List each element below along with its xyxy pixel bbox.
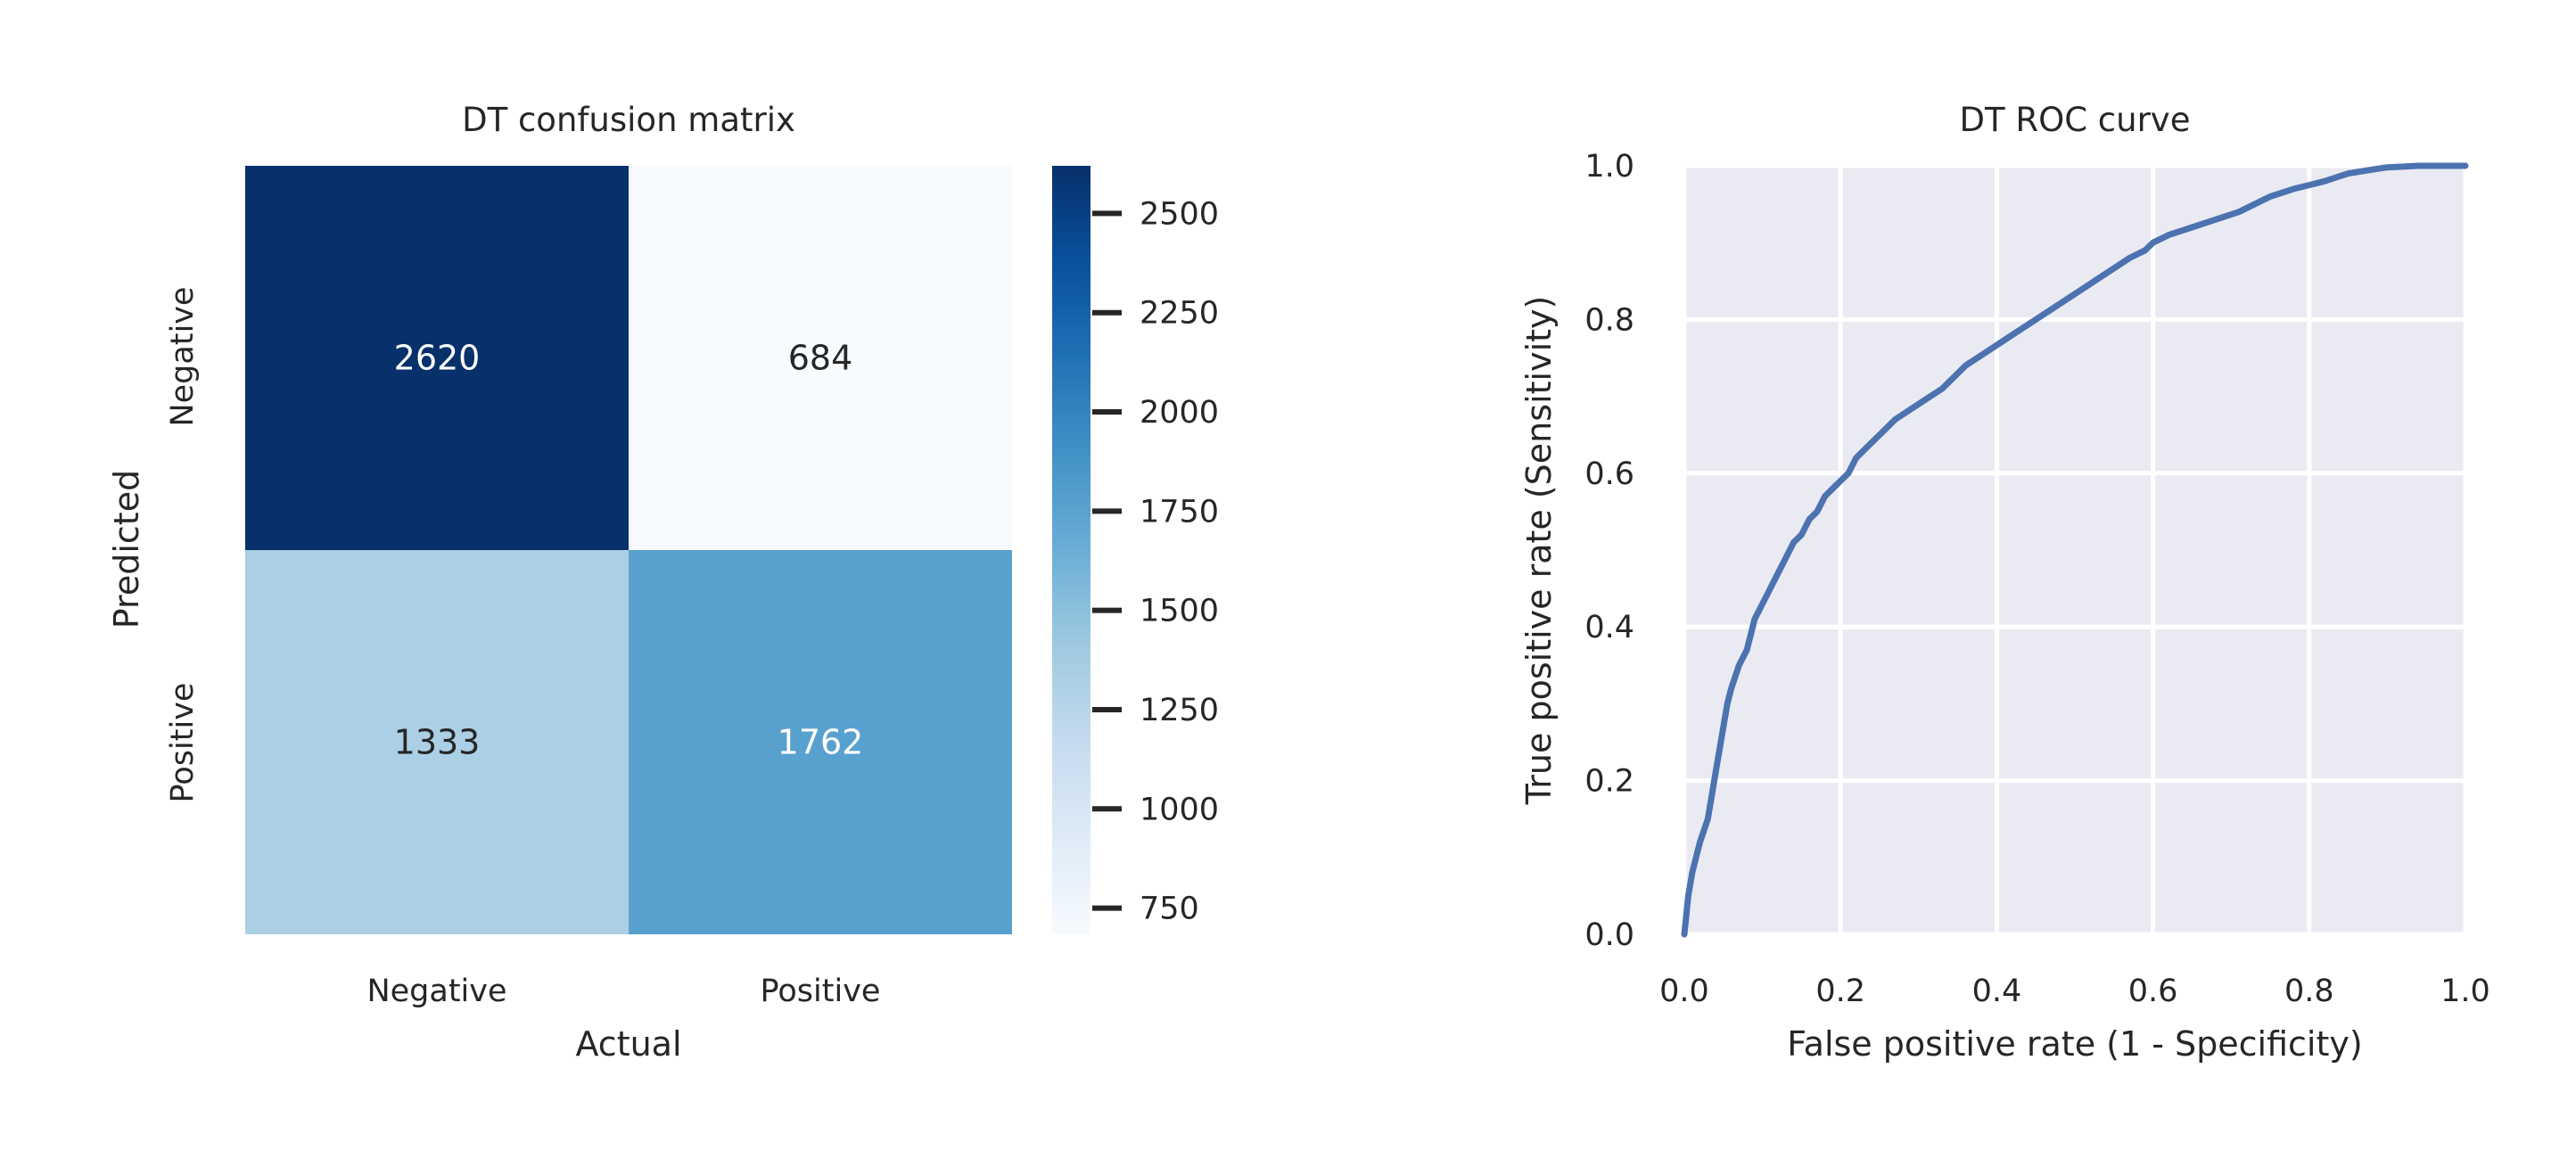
roc-xtick-label: 0.4 — [1972, 974, 2022, 1009]
cm-ytick-positive: Positive — [165, 683, 201, 803]
cm-title: DT confusion matrix — [462, 101, 795, 139]
cm-ytick-negative: Negative — [165, 286, 201, 426]
colorbar-tick-label: 2500 — [1140, 196, 1219, 232]
cm-xtick-negative: Negative — [366, 974, 506, 1009]
roc-ytick-label: 0.0 — [1584, 917, 1634, 953]
roc-ytick-label: 0.2 — [1584, 764, 1634, 800]
colorbar-tick-label: 1000 — [1140, 792, 1219, 827]
cm-cell — [629, 550, 1012, 934]
roc-xtick-label: 0.0 — [1659, 974, 1709, 1009]
roc-curve — [1681, 162, 2469, 938]
roc-ytick-label: 0.8 — [1584, 302, 1634, 338]
cm-cell-value: 1333 — [394, 723, 481, 762]
cm-ylabel: Predicted — [107, 470, 146, 629]
cm-cells: 2620 684 1333 1762 — [245, 166, 1012, 934]
colorbar-tick-label: 1750 — [1140, 494, 1219, 530]
roc-title: DT ROC curve — [1960, 101, 2191, 139]
colorbar-tick-label: 2250 — [1140, 296, 1219, 332]
roc-plot-area — [1684, 166, 2465, 934]
roc-ticks: 0.0 0.2 0.4 0.6 0.8 1.0 0.0 0.2 0.4 0.6 0.8 1.0 — [1584, 149, 2490, 1009]
roc-ytick-label: 1.0 — [1584, 149, 1634, 185]
roc-ytick-label: 0.4 — [1584, 610, 1634, 645]
roc-panel: DT ROC curve 0.0 0.2 0.4 0.6 0.8 1.0 0.0 0.2 0.4… — [1519, 101, 2490, 1064]
cm-cell-value: 1762 — [778, 723, 864, 762]
cm-cell — [245, 550, 629, 934]
cm-cell-value: 2620 — [394, 339, 481, 378]
colorbar-tick-label: 1500 — [1140, 594, 1219, 629]
colorbar-ticks: 750 1000 1250 1500 1750 2000 2250 2500 — [1092, 196, 1219, 927]
roc-xtick-label: 0.2 — [1815, 974, 1865, 1009]
cm-cell-value: 684 — [788, 339, 853, 378]
confusion-matrix-panel: DT confusion matrix 2620 684 1333 1762 Nega… — [107, 101, 1219, 1064]
roc-xtick-label: 0.8 — [2284, 974, 2334, 1009]
cm-xtick-positive: Positive — [761, 974, 881, 1009]
cm-cell — [245, 166, 629, 550]
colorbar-tick-label: 750 — [1140, 892, 1199, 927]
roc-grid — [1682, 163, 2468, 937]
roc-ylabel: True positive rate (Sensitivity) — [1519, 296, 1559, 806]
cm-cell — [629, 166, 1012, 550]
colorbar — [1052, 166, 1090, 934]
cm-xlabel: Actual — [575, 1024, 681, 1064]
colorbar-tick-label: 1250 — [1140, 693, 1219, 728]
roc-xtick-label: 0.6 — [2128, 974, 2178, 1009]
roc-ytick-label: 0.6 — [1584, 456, 1634, 492]
colorbar-tick-label: 2000 — [1140, 395, 1219, 431]
roc-xtick-label: 1.0 — [2440, 974, 2490, 1009]
roc-xlabel: False positive rate (1 - Specificity) — [1787, 1024, 2362, 1064]
